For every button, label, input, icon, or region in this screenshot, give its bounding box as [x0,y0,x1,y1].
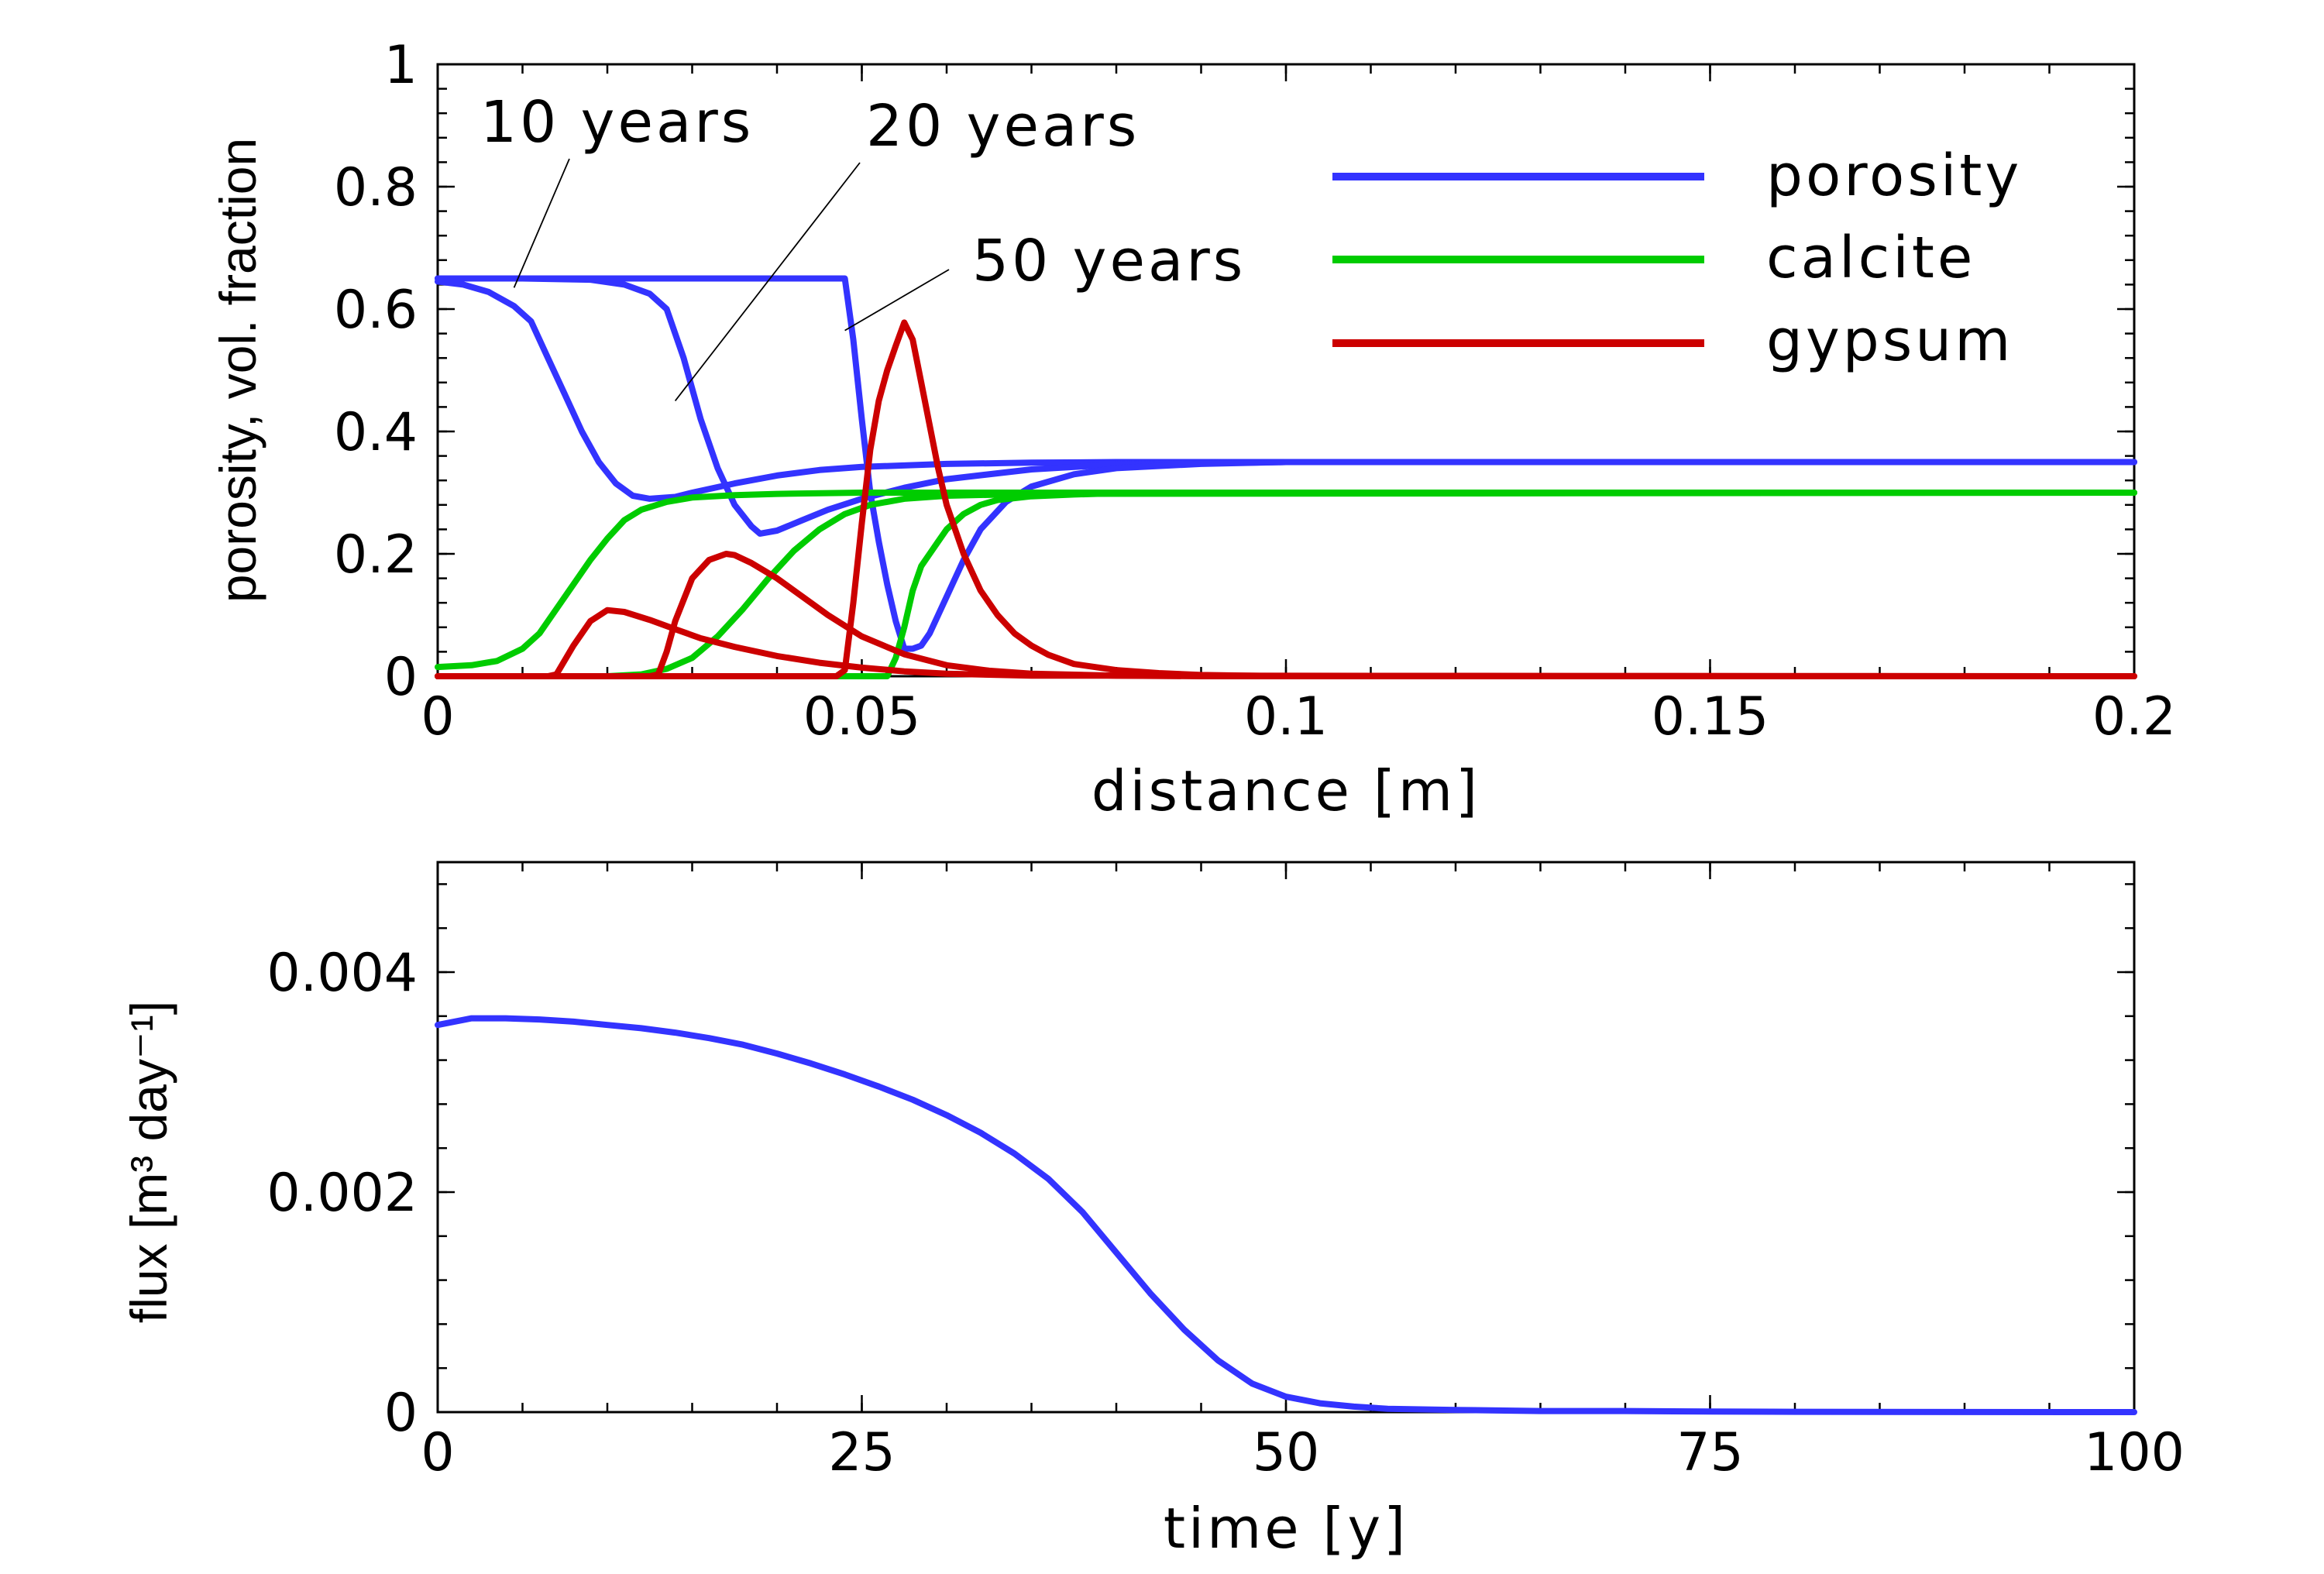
flux-series-flux [435,1015,2137,1415]
annotation-20-years: 20 years [866,93,1140,160]
flux-chart-frame [436,861,2136,1414]
x-axis-label-time: time [y] [1164,1496,1408,1561]
series-gypsum-50-years [435,319,2137,679]
series-calcite-10-years [435,490,2137,671]
flux-xtick-label: 75 [1676,1422,1744,1483]
profile-ytick-label: 0.6 [334,280,418,341]
y-axis-label-porosity: porosity, vol. fraction [209,138,266,603]
profile-xtick-label: 0.1 [1244,686,1328,747]
annotation-leader [674,162,861,402]
y-axis-label-flux: flux [m³ day⁻¹] [120,1001,177,1323]
profile-chart: 0 0.05 0.1 0.15 0.2 0 0.2 0.4 0.6 0.8 1 10 years 2… [209,35,2176,823]
legend-label-porosity: porosity [1766,143,2022,209]
profile-xtick-label: 0 [421,686,454,747]
flux-xtick-label: 25 [828,1422,896,1483]
flux-ytick-label: 0.002 [266,1163,418,1224]
profile-xtick-label: 0.2 [2092,686,2176,747]
series-porosity-10-years [435,278,2137,502]
profile-ytick-label: 0 [384,647,418,708]
profile-ytick-label: 0.8 [334,157,418,218]
annotation-leader [844,269,950,332]
flux-chart: 0 25 50 75 100 0 0.002 0.004 time [y] flux [m³ … [120,861,2185,1561]
flux-xtick-label: 100 [2084,1422,2185,1483]
legend: porosity calcite gypsum [1332,143,2022,374]
annotation-leaders [513,158,950,402]
flux-chart-ticks: 0 25 50 75 100 0 0.002 0.004 [266,862,2185,1483]
annotation-50-years: 50 years [972,228,1246,294]
profile-chart-curves [435,275,2137,679]
profile-ytick-label: 0.4 [334,402,418,463]
annotation-10-years: 10 years [480,89,754,156]
flux-ytick-label: 0.004 [266,943,418,1004]
series-porosity-20-years [435,275,2137,537]
profile-xtick-label: 0.15 [1652,686,1769,747]
annotation-leader [513,158,570,288]
flux-chart-curves [435,1015,2137,1415]
flux-xtick-label: 0 [421,1422,454,1483]
series-calcite-20-years [435,490,2137,679]
x-axis-label-distance: distance [m] [1092,758,1480,823]
series-porosity-50-years [435,275,2137,652]
legend-label-gypsum: gypsum [1766,308,2013,374]
series-calcite-50-years [435,490,2137,679]
profile-chart-ticks: 0 0.05 0.1 0.15 0.2 0 0.2 0.4 0.6 0.8 1 [334,35,2176,747]
profile-ytick-label: 1 [384,35,418,96]
flux-xtick-label: 50 [1253,1422,1320,1483]
flux-ytick-label: 0 [384,1383,418,1444]
series-gypsum-20-years [435,551,2137,679]
legend-label-calcite: calcite [1766,225,1975,291]
profile-xtick-label: 0.05 [803,686,920,747]
profile-ytick-label: 0.2 [334,524,418,586]
